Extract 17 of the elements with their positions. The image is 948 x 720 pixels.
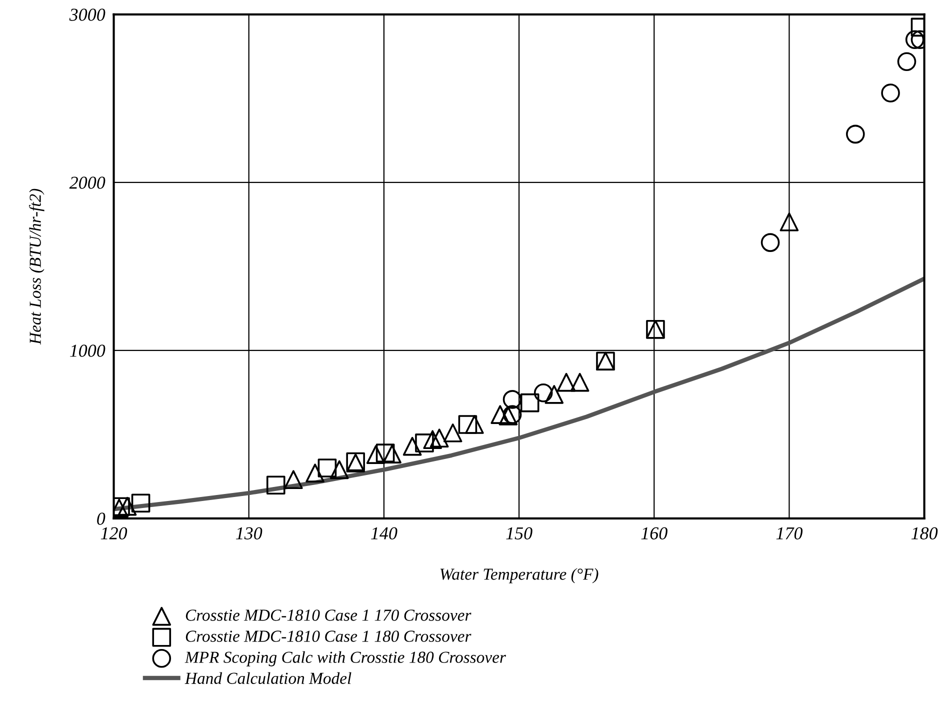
y-tick-label: 1000 [70,344,106,357]
legend-label: Crosstie MDC-1810 Case 1 180 Crossover [186,630,472,642]
y-axis-title: Heat Loss (BTU/hr-ft2) [29,188,44,345]
x-tick-label: 130 [236,527,262,540]
y-tick-label: 2000 [69,176,106,189]
y-tick-label: 3000 [69,8,106,21]
legend-label: Crosstie MDC-1810 Case 1 170 Crossover [186,610,472,621]
x-tick-label: 140 [371,527,398,540]
x-axis-title: Water Temperature (°F) [440,568,598,584]
legend-label: Hand Calculation Model [184,672,352,684]
x-tick-label: 180 [911,527,938,540]
y-tick-label: 0 [97,512,106,525]
x-tick-label: 120 [100,527,128,540]
x-tick-label: 150 [506,527,532,540]
legend-label: MPR Scoping Calc with Crosstie 180 Crossover [184,651,506,666]
x-tick-label: 170 [776,527,803,540]
x-tick-label: 160 [641,527,668,540]
